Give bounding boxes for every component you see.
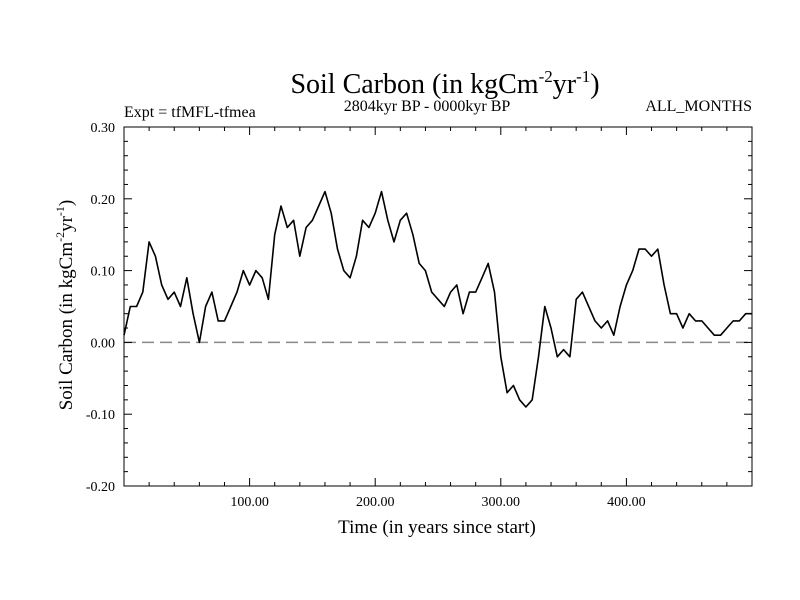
ticks-group: 100.00 200.00 300.00 400.00 -0.20 -0.10 0.00 0.… [86, 121, 752, 510]
x-tick-label: 100.00 [230, 495, 269, 510]
y-tick-label: 0.20 [91, 193, 116, 208]
x-axis-label: Time (in years since start) [338, 517, 536, 538]
y-tick-label: 0.00 [91, 336, 116, 351]
months-label: ALL_MONTHS [645, 98, 752, 115]
y-tick-label: 0.10 [91, 265, 116, 280]
series-group [123, 190, 752, 408]
y-tick-label: 0.30 [91, 121, 116, 136]
x-tick-label: 400.00 [607, 495, 646, 510]
series-line-0 [123, 190, 752, 408]
y-tick-label: -0.10 [86, 408, 115, 423]
y-tick-label: -0.20 [86, 480, 115, 495]
time-range-label: 2804kyr BP - 0000kyr BP [344, 98, 511, 115]
x-tick-label: 300.00 [482, 495, 521, 510]
plot-frame [123, 126, 753, 487]
chart-title: Soil Carbon (in kgCm-2yr-1) [290, 67, 599, 100]
y-axis-label: Soil Carbon (in kgCm-2yr-1) [53, 200, 77, 411]
x-tick-label: 200.00 [356, 495, 395, 510]
experiment-label: Expt = tfMFL-tfmea [124, 104, 256, 121]
